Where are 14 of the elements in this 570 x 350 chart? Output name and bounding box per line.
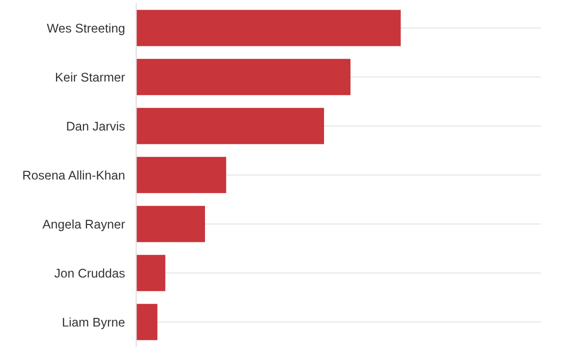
bar: [136, 10, 401, 46]
bar: [136, 304, 158, 340]
y-tick-label: Rosena Allin-Khan: [23, 170, 124, 180]
bar: [136, 58, 350, 96]
y-tick-label: Dan Jarvis: [67, 121, 125, 131]
bar: [136, 108, 324, 144]
y-tick-label: Wes Streeting: [46, 23, 124, 36]
bar: [136, 156, 226, 194]
bar: [136, 206, 206, 242]
y-tick-label: Jon Cruddas: [54, 268, 125, 278]
bar: [136, 254, 166, 292]
y-tick-label: Angela Rayner: [42, 219, 125, 232]
y-tick-label: Keir Starmer: [56, 72, 125, 82]
y-tick-label: Liam Byrne: [62, 317, 125, 330]
